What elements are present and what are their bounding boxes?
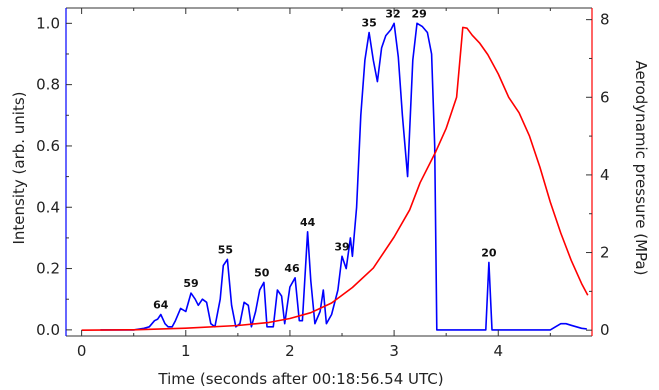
peak-label: 35	[361, 17, 376, 30]
x-axis-title: Time (seconds after 00:18:56.54 UTC)	[157, 370, 443, 388]
peak-label: 46	[284, 262, 300, 275]
y-right-tick-label: 4	[600, 166, 610, 184]
peak-label: 29	[411, 7, 426, 20]
peak-label: 44	[300, 216, 316, 229]
plot-frame	[65, 7, 593, 337]
peak-label: 32	[385, 7, 400, 20]
x-tick-label: 0	[77, 342, 87, 360]
y-left-tick-label: 0.2	[36, 260, 60, 278]
y-axis-right-title: Aerodynamic pressure (MPa)	[632, 61, 650, 276]
y-left-tick-label: 1.0	[36, 14, 60, 32]
peak-label: 55	[218, 243, 233, 256]
pressure-series-line	[81, 26, 589, 331]
y-left-tick-label: 0.4	[36, 198, 60, 216]
y-right-tick-label: 2	[600, 244, 610, 262]
y-left-tick-label: 0.0	[36, 321, 60, 339]
y-right-tick-label: 8	[600, 11, 610, 29]
y-axis-right: 0 2 4 6 8	[586, 11, 610, 339]
intensity-series-line	[100, 22, 587, 331]
annotation-layer: 64 59 55 50 46 44 39 35 32 29 20	[153, 7, 497, 311]
y-left-tick-label: 0.8	[36, 76, 60, 94]
y-axis-left-title: Intensity (arb. units)	[10, 91, 28, 244]
y-axis-left: 0.0 0.2 0.4 0.6 0.8 1.0	[36, 14, 72, 339]
peak-label: 20	[481, 246, 497, 259]
peak-label: 59	[183, 277, 198, 290]
x-tick-label: 3	[389, 342, 399, 360]
series-layer	[81, 22, 589, 331]
x-tick-label: 4	[493, 342, 503, 360]
y-right-tick-label: 6	[600, 88, 610, 106]
peak-label: 39	[334, 240, 349, 253]
peak-label: 64	[153, 299, 169, 312]
x-tick-label: 2	[285, 342, 295, 360]
peak-label: 50	[254, 266, 270, 279]
x-axis: 0 1 2 3 4	[77, 8, 551, 360]
y-right-tick-label: 0	[600, 321, 610, 339]
y-left-tick-label: 0.6	[36, 137, 60, 155]
x-tick-label: 1	[181, 342, 191, 360]
